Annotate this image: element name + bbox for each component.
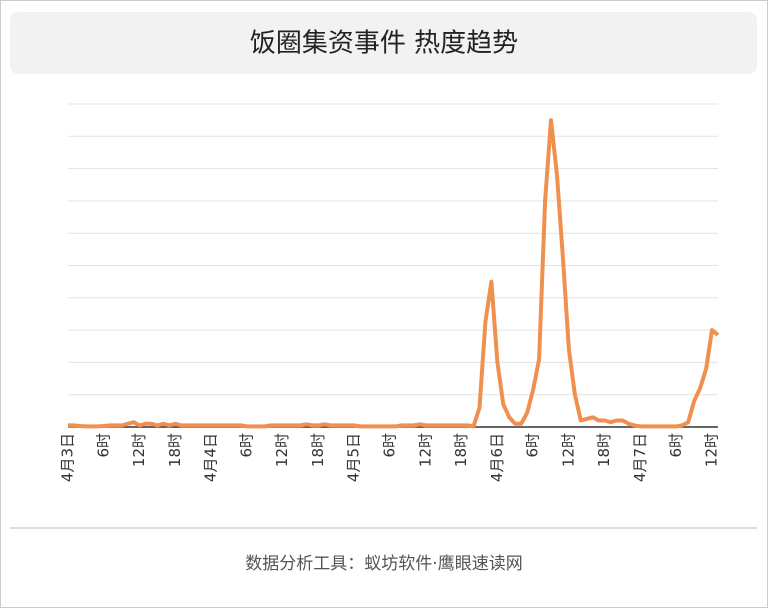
x-tick-label: 18时 (166, 433, 184, 467)
x-tick-label: 18时 (452, 433, 470, 467)
x-tick-label: 6时 (381, 433, 399, 458)
x-tick-label: 6时 (524, 433, 542, 458)
x-tick-label: 12时 (273, 433, 291, 467)
footer: 数据分析工具：蚁坊软件·鹰眼速读网 (245, 554, 522, 574)
x-tick-label: 4月7日 (631, 433, 649, 482)
x-tick-label: 18时 (309, 433, 327, 467)
x-tick-label: 4月5日 (345, 433, 363, 482)
chart-title: 饭圈集资事件 热度趋势 (250, 29, 518, 59)
line (68, 118, 720, 429)
x-tick-label: 18时 (595, 433, 613, 467)
x-tick-label: 6时 (667, 433, 685, 458)
x-tick-label: 4月6日 (488, 433, 506, 482)
x-tick-label: 6时 (237, 433, 255, 458)
x-tick-label: 12时 (416, 433, 434, 467)
x-tick-label: 12时 (559, 433, 577, 467)
x-tick-label: 12时 (130, 433, 148, 467)
x-tick-label: 6时 (94, 433, 112, 458)
x-tick-label: 12时 (703, 433, 721, 467)
x-tick-label: 4月3日 (59, 433, 77, 482)
title-box (10, 12, 757, 74)
x-tick-label: 4月4日 (202, 433, 220, 482)
